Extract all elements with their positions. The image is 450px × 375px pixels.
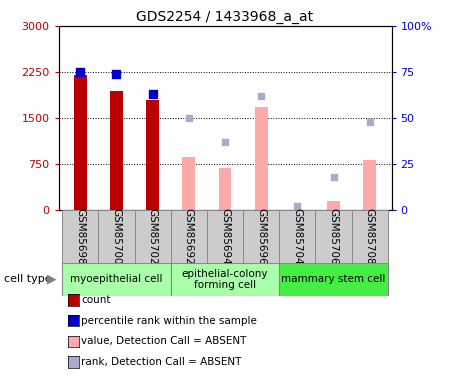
Text: percentile rank within the sample: percentile rank within the sample: [81, 316, 257, 326]
Bar: [279, 262, 388, 296]
Bar: [352, 210, 388, 262]
Bar: [255, 107, 268, 210]
Text: rank, Detection Call = ABSENT: rank, Detection Call = ABSENT: [81, 357, 241, 367]
Title: GDS2254 / 1433968_a_at: GDS2254 / 1433968_a_at: [136, 10, 314, 24]
Text: count: count: [81, 295, 111, 305]
Text: myoepithelial cell: myoepithelial cell: [70, 274, 162, 284]
Text: ▶: ▶: [47, 273, 57, 286]
Point: [76, 69, 84, 75]
Text: epithelial-colony
forming cell: epithelial-colony forming cell: [182, 268, 268, 290]
Bar: [171, 210, 207, 262]
Text: GSM85702: GSM85702: [148, 208, 157, 265]
Bar: [62, 210, 98, 262]
Text: GSM85708: GSM85708: [365, 208, 375, 265]
Point: [113, 71, 120, 77]
Point: [330, 174, 337, 180]
Text: GSM85692: GSM85692: [184, 208, 194, 265]
Point: [149, 91, 156, 97]
Text: GSM85704: GSM85704: [292, 208, 302, 265]
Bar: [279, 210, 315, 262]
Bar: [171, 262, 279, 296]
Point: [221, 139, 229, 145]
Text: GSM85698: GSM85698: [75, 208, 85, 265]
Point: [366, 119, 373, 125]
Bar: [74, 75, 86, 210]
Bar: [62, 262, 171, 296]
Point: [294, 203, 301, 209]
Text: value, Detection Call = ABSENT: value, Detection Call = ABSENT: [81, 336, 247, 346]
Bar: [110, 91, 123, 210]
Bar: [207, 210, 243, 262]
Bar: [327, 201, 340, 210]
Bar: [146, 100, 159, 210]
Bar: [135, 210, 171, 262]
Text: mammary stem cell: mammary stem cell: [281, 274, 386, 284]
Text: GSM85706: GSM85706: [328, 208, 338, 265]
Text: cell type: cell type: [4, 274, 52, 284]
Point: [185, 115, 193, 121]
Bar: [98, 210, 135, 262]
Bar: [219, 168, 231, 210]
Text: GSM85694: GSM85694: [220, 208, 230, 265]
Bar: [182, 157, 195, 210]
Text: GSM85700: GSM85700: [112, 208, 122, 264]
Text: GSM85696: GSM85696: [256, 208, 266, 265]
Point: [257, 93, 265, 99]
Bar: [315, 210, 352, 262]
Bar: [364, 160, 376, 210]
Bar: [243, 210, 279, 262]
